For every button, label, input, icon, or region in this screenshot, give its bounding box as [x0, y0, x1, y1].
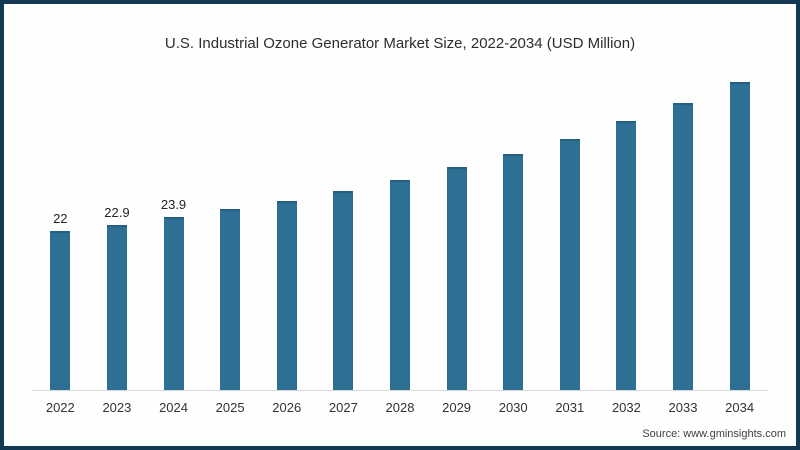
- bar-value-label: 22: [53, 211, 68, 226]
- x-axis-tick-label: 2033: [668, 400, 698, 415]
- bar: [50, 231, 71, 390]
- x-axis-tick-label: 2030: [498, 400, 528, 415]
- x-axis-tick-label: 2028: [385, 400, 415, 415]
- bar-group: [711, 60, 768, 390]
- x-axis-tick-label: 2031: [555, 400, 585, 415]
- bar: [616, 121, 637, 390]
- bar: [106, 225, 127, 390]
- bar-group: [202, 60, 259, 390]
- bar-group: [598, 60, 655, 390]
- x-axis-tick-label: 2023: [102, 400, 132, 415]
- x-axis-tick-label: 2025: [215, 400, 245, 415]
- bar-group: 22.9: [89, 60, 146, 390]
- bar-group: [485, 60, 542, 390]
- x-axis-tick-label: 2032: [611, 400, 641, 415]
- bar-group: 22: [32, 60, 89, 390]
- bar: [276, 201, 297, 390]
- bar: [220, 209, 241, 390]
- bar: [729, 82, 750, 390]
- bar: [389, 180, 410, 390]
- bar-group: [372, 60, 429, 390]
- plot-area: 22 22.9 23.9: [32, 60, 768, 391]
- bar-group: [655, 60, 712, 390]
- x-axis-tick-label: 2026: [272, 400, 302, 415]
- bar: [163, 217, 184, 390]
- bar: [333, 191, 354, 390]
- chart-title: U.S. Industrial Ozone Generator Market S…: [164, 35, 636, 52]
- source-credit: Source: www.gminsights.com: [642, 428, 786, 440]
- bar: [446, 167, 467, 390]
- bar-group: [258, 60, 315, 390]
- bar: [559, 139, 580, 390]
- bar-group: [541, 60, 598, 390]
- bar-group: 23.9: [145, 60, 202, 390]
- bar-group: [315, 60, 372, 390]
- bar-group: [428, 60, 485, 390]
- x-axis-labels: 2022 2023 2024 2025 2026 2027 2028 2029 2030 2031…: [32, 391, 768, 415]
- x-axis-tick-label: 2034: [725, 400, 755, 415]
- bar-value-label: 22.9: [104, 205, 130, 220]
- x-axis-tick-label: 2024: [159, 400, 188, 415]
- x-axis-tick-label: 2022: [45, 400, 75, 415]
- x-axis-tick-label: 2027: [328, 400, 358, 415]
- bar: [673, 103, 693, 390]
- x-axis-tick-label: 2029: [442, 400, 472, 415]
- bar: [503, 154, 524, 390]
- bar-value-label: 23.9: [160, 197, 187, 212]
